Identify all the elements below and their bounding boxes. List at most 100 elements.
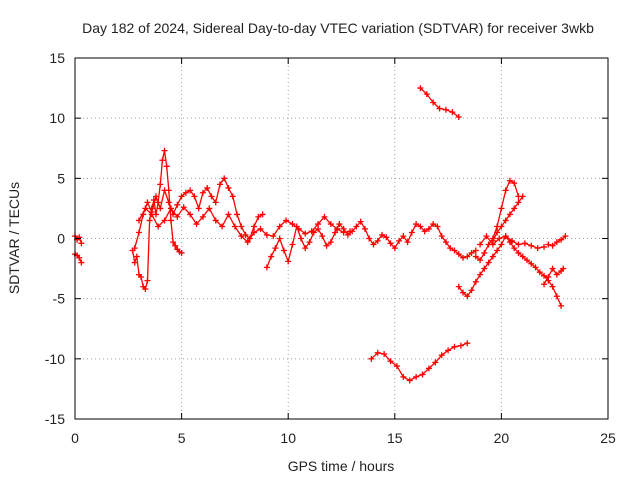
data-point-marker <box>336 221 343 228</box>
data-point-marker <box>157 181 164 188</box>
data-point-marker <box>216 181 223 188</box>
data-point-marker <box>519 193 526 200</box>
data-point-marker <box>244 239 251 246</box>
data-point-marker <box>468 249 475 256</box>
data-point-marker <box>558 302 565 309</box>
data-point-marker <box>204 184 211 191</box>
data-point-marker <box>219 223 226 230</box>
data-point-marker <box>534 245 541 252</box>
data-point-marker <box>549 283 556 290</box>
y-axis-label: SDTVAR / TECUs <box>6 182 22 294</box>
data-point-marker <box>349 228 356 235</box>
data-point-marker <box>340 225 347 232</box>
data-point-marker <box>321 213 328 220</box>
data-point-marker <box>276 223 283 230</box>
data-point-marker <box>78 259 85 266</box>
data-point-marker <box>506 177 513 184</box>
data-point-marker <box>472 247 479 254</box>
data-point-marker <box>191 193 198 200</box>
data-point-marker <box>481 265 488 272</box>
series-arc-6 <box>263 218 479 271</box>
data-point-marker <box>485 259 492 266</box>
data-point-marker <box>193 221 200 228</box>
data-point-marker <box>167 205 174 212</box>
data-point-marker <box>383 234 390 241</box>
series-arc-11 <box>541 265 567 288</box>
y-tick-labels: -15 -10 -5 0 5 10 15 <box>45 50 65 427</box>
data-point-marker <box>170 239 177 246</box>
data-point-marker <box>270 233 277 240</box>
data-point-marker <box>370 241 377 248</box>
data-point-marker <box>455 251 462 258</box>
data-point-marker <box>212 199 219 206</box>
data-point-marker <box>208 193 215 200</box>
data-point-marker <box>423 91 430 98</box>
data-point-marker <box>549 242 556 249</box>
data-point-marker <box>238 233 245 240</box>
data-point-marker <box>144 199 151 206</box>
data-point-marker <box>368 355 375 362</box>
x-tick-labels: 0 5 10 15 20 25 <box>71 430 616 446</box>
data-point-marker <box>455 113 462 120</box>
data-point-marker <box>387 240 394 247</box>
data-point-marker <box>251 223 258 230</box>
data-point-marker <box>212 217 219 224</box>
data-point-marker <box>560 265 567 272</box>
data-point-marker <box>280 247 287 254</box>
data-point-marker <box>251 229 258 236</box>
data-point-marker <box>502 217 509 224</box>
data-point-marker <box>255 213 262 220</box>
grid-lines <box>75 58 608 419</box>
data-point-marker <box>153 193 160 200</box>
data-point-marker <box>430 221 437 228</box>
data-point-marker <box>404 239 411 246</box>
series-arc-12 <box>545 233 569 249</box>
data-point-marker <box>436 105 443 112</box>
data-point-marker <box>442 106 449 113</box>
data-point-marker <box>323 242 330 249</box>
x-tick-label: 20 <box>494 430 510 446</box>
data-point-marker <box>161 147 168 154</box>
data-point-marker <box>421 228 428 235</box>
y-tick-label: 15 <box>49 50 65 66</box>
series-arc-9 <box>477 233 548 252</box>
data-point-marker <box>434 223 441 230</box>
data-series <box>72 85 569 384</box>
data-point-marker <box>511 180 518 187</box>
data-point-marker <box>242 231 249 238</box>
data-point-marker <box>374 237 381 244</box>
y-tick-label: 5 <box>57 170 65 186</box>
data-point-marker <box>263 231 270 238</box>
data-point-marker <box>302 230 309 237</box>
data-point-marker <box>460 289 467 296</box>
data-point-marker <box>257 225 264 232</box>
series-arc-3 <box>129 147 185 293</box>
data-point-marker <box>562 233 569 240</box>
data-point-marker <box>135 217 142 224</box>
x-tick-label: 15 <box>387 430 403 446</box>
data-point-marker <box>528 260 535 267</box>
data-point-marker <box>263 264 270 271</box>
data-point-marker <box>366 235 373 242</box>
series-arc-13 <box>417 85 462 120</box>
data-point-marker <box>344 231 351 238</box>
data-point-marker <box>157 205 164 212</box>
data-point-marker <box>413 373 420 380</box>
data-point-marker <box>142 286 149 293</box>
data-point-marker <box>449 109 456 116</box>
data-point-marker <box>553 239 560 246</box>
data-point-marker <box>297 235 304 242</box>
data-point-marker <box>206 205 213 212</box>
data-point-marker <box>174 201 181 208</box>
data-point-marker <box>76 234 83 241</box>
data-point-marker <box>545 274 552 281</box>
data-point-marker <box>417 223 424 230</box>
data-point-marker <box>417 85 424 92</box>
data-point-marker <box>400 233 407 240</box>
data-point-marker <box>78 240 85 247</box>
data-point-marker <box>221 175 228 182</box>
data-point-marker <box>174 213 181 220</box>
data-point-marker <box>199 213 206 220</box>
data-point-marker <box>144 277 151 284</box>
data-point-marker <box>477 271 484 278</box>
